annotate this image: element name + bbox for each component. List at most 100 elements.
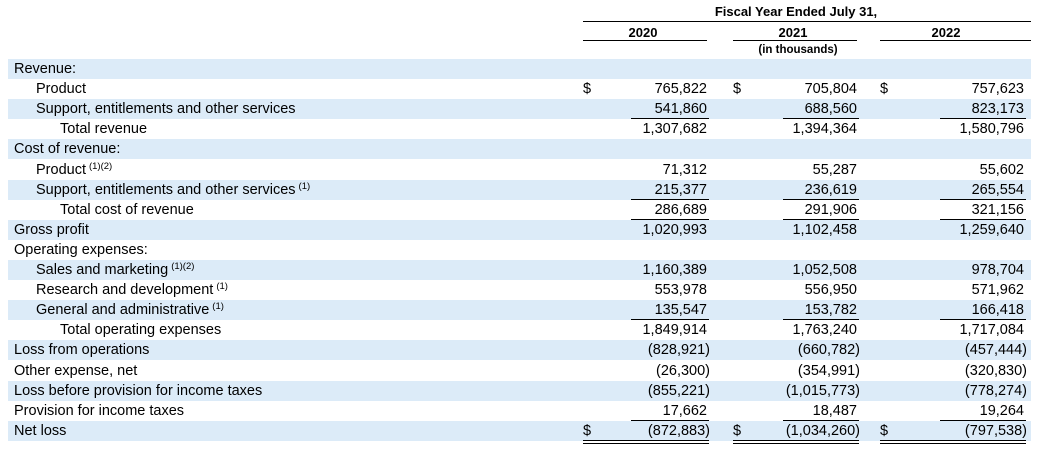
row-label-text: Provision for income taxes [14, 403, 185, 419]
subtotal-rule [631, 420, 709, 421]
row-label: Loss before provision for income taxes [14, 381, 262, 401]
value-cell: 18,487 [812, 403, 857, 419]
value-cell: 71,312 [662, 162, 707, 178]
row-label: Research and development (1) [36, 280, 228, 300]
row-shading [8, 381, 1031, 401]
subtotal-rule [783, 219, 859, 220]
value-cell: 765,822 [654, 81, 707, 97]
value-cell: 757,623 [971, 81, 1024, 97]
year-2022-rule [880, 40, 1031, 41]
row-label-text: Support, entitlements and other services [36, 101, 296, 117]
row-shading [8, 421, 1031, 441]
value-cell: (797,538) [964, 423, 1027, 439]
row-shading [8, 340, 1031, 360]
row-shading [8, 300, 1031, 320]
value-cell: (26,300) [655, 363, 710, 379]
subtotal-rule [631, 199, 709, 200]
value-cell: 1,259,640 [959, 222, 1024, 238]
value-cell: 1,102,458 [792, 222, 857, 238]
value-cell: 1,394,364 [792, 121, 857, 137]
value-cell: (1,034,260) [785, 423, 860, 439]
value-cell: 286,689 [654, 202, 707, 218]
subtotal-rule [631, 319, 709, 320]
row-label-text: Operating expenses: [14, 242, 148, 258]
row-shading [8, 139, 1031, 159]
total-double-rule [733, 443, 859, 444]
currency-symbol: $ [583, 81, 592, 97]
row-label: Support, entitlements and other services… [36, 180, 310, 200]
value-cell: 265,554 [971, 182, 1024, 198]
value-cell: 321,156 [971, 202, 1024, 218]
value-cell: (320,830) [964, 363, 1027, 379]
year-2021-header: 2021 [778, 25, 808, 40]
footnote-marker: (1) [216, 281, 228, 292]
total-double-rule [880, 443, 1026, 444]
value-cell: 571,962 [971, 282, 1024, 298]
subtotal-rule [783, 118, 859, 119]
total-double-rule [733, 440, 859, 441]
row-label-text: Research and development [36, 282, 214, 298]
row-label-text: Product [36, 162, 86, 178]
row-label-text: Total revenue [60, 121, 148, 137]
row-label-text: Cost of revenue: [14, 141, 121, 157]
row-label: Cost of revenue: [14, 139, 120, 159]
row-shading [8, 99, 1031, 119]
fiscal-period-title: Fiscal Year Ended July 31, [714, 4, 878, 19]
row-label: Gross profit [14, 220, 89, 240]
value-cell: 1,763,240 [792, 322, 857, 338]
row-shading [8, 220, 1031, 240]
subtotal-rule [940, 118, 1026, 119]
value-cell: 1,307,682 [642, 121, 707, 137]
value-cell: (1,015,773) [785, 383, 860, 399]
value-cell: (855,221) [647, 383, 710, 399]
row-label: Provision for income taxes [14, 401, 184, 421]
year-2022-header: 2022 [931, 25, 961, 40]
value-cell: 556,950 [804, 282, 857, 298]
subtotal-rule [783, 199, 859, 200]
value-cell: 55,287 [812, 162, 857, 178]
row-shading [8, 59, 1031, 79]
row-label: Total cost of revenue [60, 200, 194, 220]
row-label: Net loss [14, 421, 66, 441]
subtotal-rule [940, 319, 1026, 320]
currency-symbol: $ [880, 81, 889, 97]
value-cell: (660,782) [797, 342, 860, 358]
value-cell: 1,580,796 [959, 121, 1024, 137]
row-label-text: General and administrative [36, 302, 210, 318]
value-cell: 1,849,914 [642, 322, 707, 338]
year-2020-rule [583, 40, 707, 41]
value-cell: 135,547 [654, 302, 707, 318]
subtotal-rule [631, 118, 709, 119]
subtotal-rule [940, 420, 1026, 421]
value-cell: 1,717,084 [959, 322, 1024, 338]
row-label-text: Total operating expenses [60, 322, 222, 338]
value-cell: (457,444) [964, 342, 1027, 358]
row-label-text: Product [36, 81, 86, 97]
row-label-text: Gross profit [14, 222, 89, 238]
row-label: Loss from operations [14, 340, 149, 360]
value-cell: 236,619 [804, 182, 857, 198]
row-label-text: Net loss [14, 423, 67, 439]
subtotal-rule [783, 420, 859, 421]
footnote-marker: (1) [298, 181, 311, 192]
footnote-marker: (1)(2) [171, 261, 195, 272]
row-label-text: Revenue: [14, 61, 77, 77]
value-cell: 291,906 [804, 202, 857, 218]
total-double-rule [583, 440, 709, 441]
subtotal-rule [631, 219, 709, 220]
total-double-rule [583, 443, 709, 444]
total-double-rule [880, 440, 1026, 441]
footnote-marker: (1)(2) [88, 161, 113, 172]
value-cell: 215,377 [654, 182, 707, 198]
value-cell: 978,704 [971, 262, 1024, 278]
value-cell: (872,883) [647, 423, 710, 439]
row-label: Other expense, net [14, 361, 137, 381]
value-cell: (778,274) [964, 383, 1027, 399]
row-label: Operating expenses: [14, 240, 148, 260]
value-cell: 553,978 [654, 282, 707, 298]
value-cell: 823,173 [971, 101, 1024, 117]
value-cell: 1,020,993 [642, 222, 707, 238]
value-cell: 705,804 [804, 81, 857, 97]
units-note: (in thousands) [758, 44, 838, 56]
row-shading [8, 260, 1031, 280]
